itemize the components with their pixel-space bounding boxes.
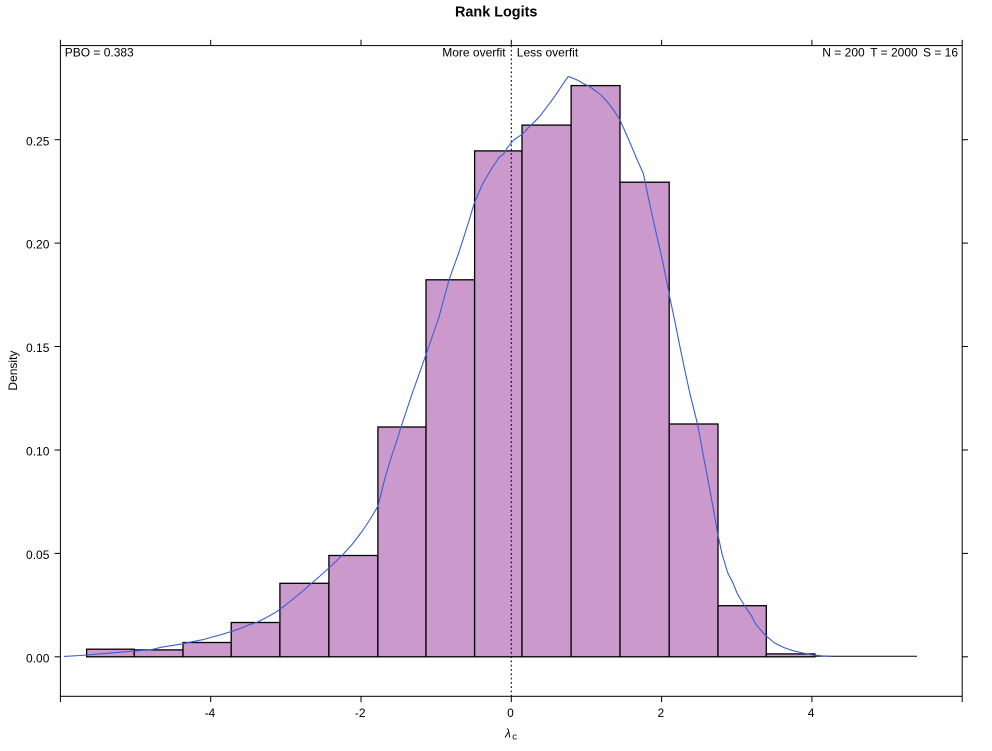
svg-text:0.15: 0.15 [26,341,50,355]
svg-text:N = 200: N = 200 [822,46,865,60]
svg-text:Rank Logits: Rank Logits [455,5,537,21]
svg-text:-2: -2 [355,706,366,720]
svg-text:0.25: 0.25 [26,134,50,148]
svg-text:T = 2000: T = 2000 [870,46,918,60]
svg-text:c: c [512,732,517,743]
svg-text:-4: -4 [205,706,216,720]
svg-text:Less overfit: Less overfit [517,46,579,60]
svg-text:0.20: 0.20 [26,238,50,252]
svg-text:0: 0 [507,706,514,720]
svg-text:λ: λ [504,727,511,741]
svg-text:Density: Density [6,351,20,391]
svg-text:S = 16: S = 16 [923,46,958,60]
svg-text:0.10: 0.10 [26,445,50,459]
svg-text:0.05: 0.05 [26,548,50,562]
svg-text:PBO = 0.383: PBO = 0.383 [65,46,134,60]
svg-text:4: 4 [808,706,815,720]
svg-text:2: 2 [657,706,664,720]
svg-text:0.00: 0.00 [26,651,50,665]
svg-text:More overfit: More overfit [442,46,506,60]
